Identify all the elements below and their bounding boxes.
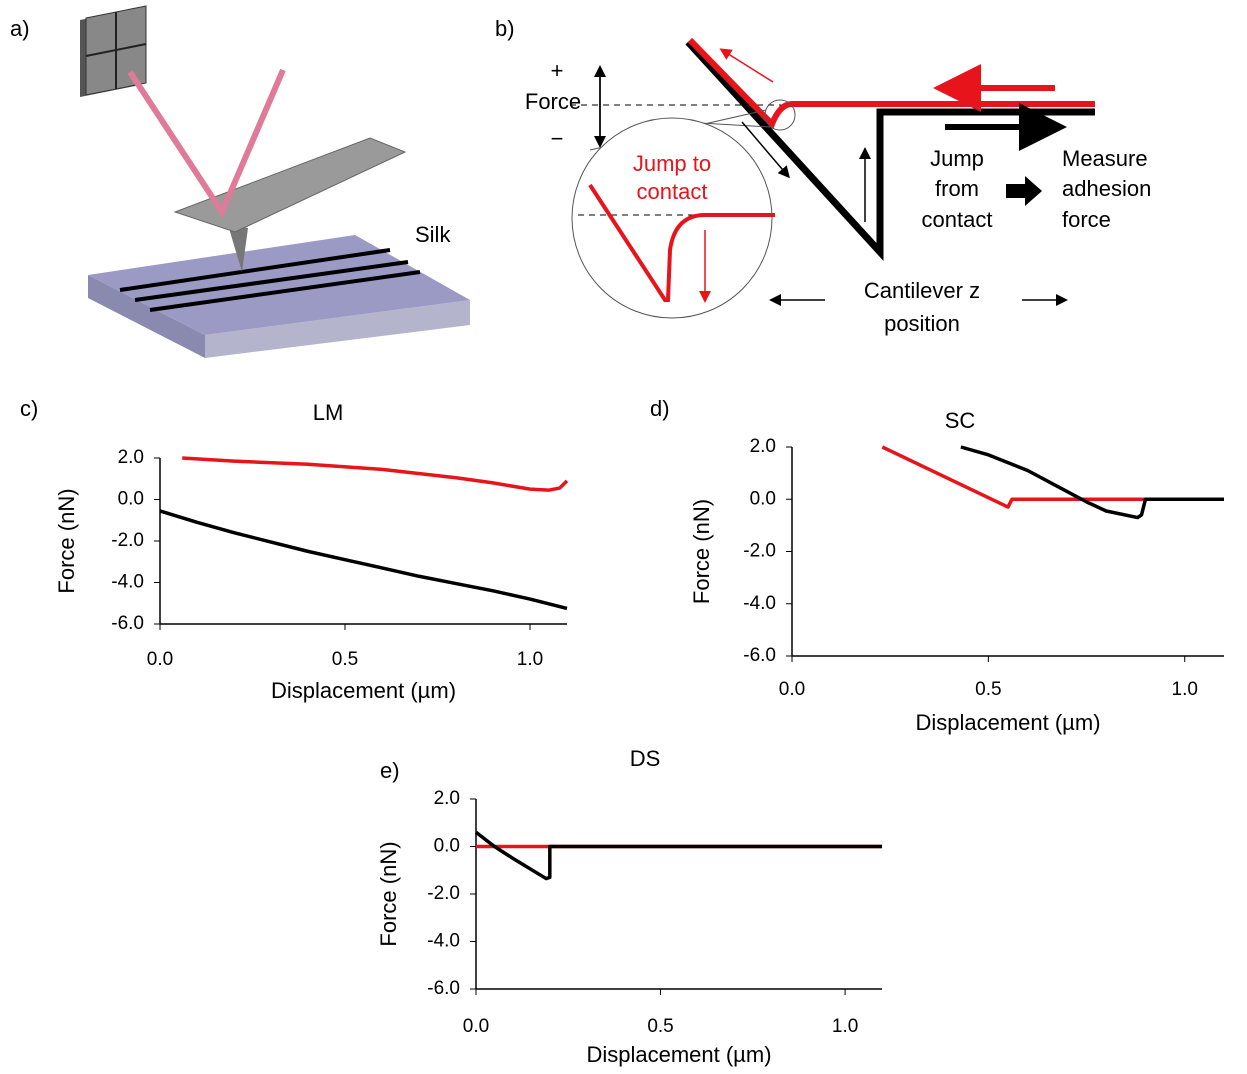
panel-label: a): [10, 16, 30, 41]
data-line: [476, 832, 882, 878]
y-tick-label: -6.0: [743, 645, 776, 666]
measure-adhesion: force: [1062, 207, 1111, 232]
x-tick-label: 0.0: [779, 679, 805, 700]
chart: d) SC Force (nN) Displacement (µm) 2.0 0.0 -2.…: [650, 396, 1224, 735]
data-line: [882, 447, 1145, 507]
chart-title: LM: [313, 400, 344, 425]
measure-adhesion: adhesion: [1062, 176, 1151, 201]
minus: −: [551, 126, 564, 151]
data-line: [961, 447, 1224, 518]
panel-label: b): [495, 16, 515, 41]
y-tick-label: -2.0: [111, 530, 144, 551]
cantilever: [175, 138, 405, 232]
x-tick-label: 0.5: [332, 649, 358, 670]
x-axis-label: Displacement (µm): [915, 710, 1100, 735]
x-tick-label: 0.5: [975, 679, 1001, 700]
chart: c) LM Force (nN) Displacement (µm) 2.0 0.0 -2.…: [20, 396, 567, 703]
force-label: Force: [525, 89, 581, 114]
chart-title: DS: [630, 746, 661, 771]
jump-to-contact: Jump to: [633, 151, 711, 176]
y-axis-label: Force (nN): [689, 499, 714, 604]
panel-label: c): [20, 396, 38, 421]
x-axis-label: Displacement (µm): [586, 1042, 771, 1067]
y-tick-label: -6.0: [427, 978, 460, 999]
panel-label: e): [380, 758, 400, 783]
x-tick-label: 0.5: [647, 1016, 673, 1037]
chart: e) DS Force (nN) Displacement (µm) 2.0 0.0 -2.…: [376, 746, 882, 1067]
block-arrow: [1006, 176, 1042, 206]
y-tick-label: 0.0: [118, 489, 144, 510]
jump-from-contact: Jump: [930, 146, 984, 171]
silk-label: Silk: [415, 222, 451, 247]
figure: a) Silk b) + Force −: [0, 0, 1247, 1074]
data-line: [160, 511, 567, 609]
panel-label: d): [650, 396, 670, 421]
chart-title: SC: [945, 408, 976, 433]
y-tick-label: -4.0: [743, 593, 776, 614]
z-position: Cantilever z: [864, 278, 980, 303]
jump-from-contact: contact: [922, 207, 993, 232]
y-tick-label: -4.0: [427, 931, 460, 952]
x-tick-label: 0.0: [463, 1016, 489, 1037]
y-tick-label: 2.0: [434, 788, 460, 809]
y-axis-label: Force (nN): [54, 488, 79, 593]
y-tick-label: 2.0: [118, 447, 144, 468]
data-line: [182, 458, 567, 490]
afm-illustration: a) Silk: [10, 6, 470, 358]
y-tick-label: -2.0: [427, 883, 460, 904]
x-tick-label: 1.0: [517, 649, 543, 670]
z-position: position: [884, 311, 960, 336]
x-tick-label: 1.0: [832, 1016, 858, 1037]
force-curve-schematic: b) + Force − Jump to contact Jump from c…: [495, 16, 1151, 336]
y-tick-label: -2.0: [743, 541, 776, 562]
y-tick-label: -4.0: [111, 572, 144, 593]
y-tick-label: 0.0: [434, 836, 460, 857]
y-tick-label: -6.0: [111, 613, 144, 634]
jump-to-contact: contact: [637, 179, 708, 204]
y-tick-label: 0.0: [750, 488, 776, 509]
y-tick-label: 2.0: [750, 436, 776, 457]
zoom-inset: [572, 118, 772, 318]
x-tick-label: 0.0: [147, 649, 173, 670]
plus: +: [551, 58, 564, 83]
x-tick-label: 1.0: [1172, 679, 1198, 700]
jump-from-contact: from: [935, 176, 979, 201]
y-axis-label: Force (nN): [376, 841, 401, 946]
x-axis-label: Displacement (µm): [271, 678, 456, 703]
measure-adhesion: Measure: [1062, 146, 1148, 171]
